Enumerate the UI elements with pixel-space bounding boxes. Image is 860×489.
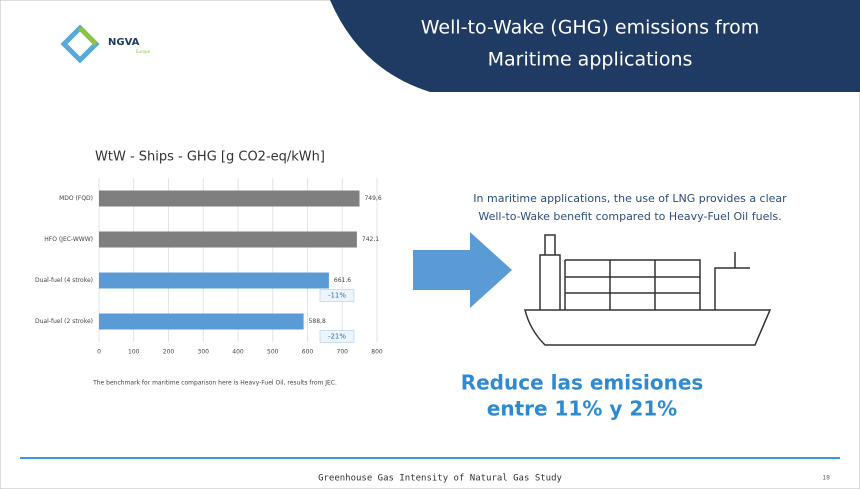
y-tick-label: MDO (FQD) <box>59 195 93 202</box>
highlight: Reduce las emisiones <box>461 371 704 395</box>
value-label: 661,6 <box>334 277 351 284</box>
bar <box>99 272 329 289</box>
x-tick-label: 400 <box>232 349 244 356</box>
x-tick-label: 200 <box>163 349 175 356</box>
bar <box>99 313 304 330</box>
logo: NGVA Europe <box>60 24 151 64</box>
x-tick-label: 600 <box>302 349 314 356</box>
chart-note: The benchmark for maritime comparison he… <box>92 380 337 387</box>
page-number: 18 <box>822 475 830 482</box>
annotation: -21% <box>328 333 346 341</box>
bar <box>99 231 357 248</box>
chart: 0 100 200 300 400 500 600 700 800 MDO (FQD) 749,6 H… <box>35 178 383 356</box>
x-tick-label: 100 <box>128 349 140 356</box>
slide-title: Maritime applications <box>488 49 693 71</box>
logo-icon-accent <box>78 26 98 46</box>
annotation: -11% <box>328 292 346 300</box>
value-label: 588,8 <box>309 318 326 325</box>
value-label: 742,1 <box>362 236 379 243</box>
bar <box>99 190 360 207</box>
annotation-box <box>319 289 355 302</box>
x-tick-label: 500 <box>267 349 279 356</box>
logo-text: NGVA <box>108 37 140 48</box>
highlight: entre 11% y 21% <box>487 397 677 421</box>
logo-subtext: Europe <box>136 49 151 54</box>
slide-title: Well-to-Wake (GHG) emissions from <box>421 17 760 39</box>
ship-icon <box>524 234 772 346</box>
x-tick-label: 800 <box>371 349 383 356</box>
x-tick-label: 300 <box>198 349 210 356</box>
x-tick-label: 700 <box>337 349 349 356</box>
x-tick-label: 0 <box>97 349 101 356</box>
description: In maritime applications, the use of LNG… <box>473 192 787 205</box>
y-tick-label: Dual-fuel (4 stroke) <box>35 277 93 284</box>
y-tick-label: HFO (JEC-WWW) <box>44 236 93 243</box>
chart-title: WtW - Ships - GHG [g CO2-eq/kWh] <box>95 150 325 165</box>
description: Well-to-Wake benefit compared to Heavy-F… <box>478 210 781 223</box>
annotation-box <box>319 330 355 343</box>
y-tick-label: Dual-fuel (2 stroke) <box>35 318 93 325</box>
arrow <box>413 232 512 308</box>
value-label: 749,6 <box>364 195 381 202</box>
footer: Greenhouse Gas Intensity of Natural Gas … <box>318 474 562 484</box>
header-band <box>330 0 860 92</box>
